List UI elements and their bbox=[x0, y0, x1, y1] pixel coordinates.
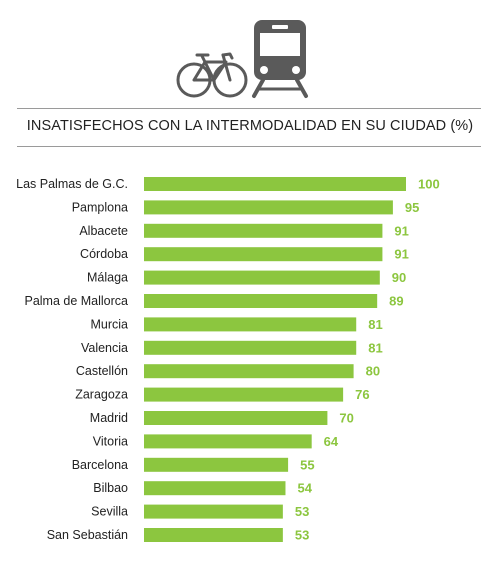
bar bbox=[144, 340, 357, 355]
category-label: Bilbao bbox=[93, 481, 128, 495]
value-label: 64 bbox=[324, 434, 339, 449]
bar bbox=[144, 364, 354, 379]
category-label: Las Palmas de G.C. bbox=[16, 177, 128, 191]
bar bbox=[144, 481, 286, 496]
category-label: Zaragoza bbox=[75, 388, 128, 402]
value-label: 95 bbox=[405, 200, 419, 215]
bar bbox=[144, 200, 393, 215]
value-label: 70 bbox=[339, 411, 353, 426]
category-label: Sevilla bbox=[91, 505, 128, 519]
bar bbox=[144, 177, 406, 191]
category-label: Córdoba bbox=[80, 247, 128, 261]
value-label: 55 bbox=[300, 457, 314, 472]
title-bottom-rule bbox=[17, 146, 481, 147]
value-label: 91 bbox=[394, 247, 408, 262]
bar bbox=[144, 411, 328, 425]
bar bbox=[144, 434, 312, 449]
bar bbox=[144, 317, 357, 332]
value-label: 91 bbox=[394, 223, 408, 238]
header-icons-svg bbox=[176, 20, 308, 98]
bar bbox=[144, 270, 380, 285]
category-label: Murcia bbox=[90, 317, 128, 331]
value-label: 80 bbox=[366, 364, 380, 379]
chart-title: INSATISFECHOS CON LA INTERMODALIDAD EN S… bbox=[26, 118, 474, 134]
category-label: Palma de Mallorca bbox=[24, 294, 128, 308]
bicycle-icon bbox=[176, 52, 248, 98]
category-label: Vitoria bbox=[93, 434, 128, 448]
category-label: Madrid bbox=[90, 411, 128, 425]
value-label: 90 bbox=[392, 270, 406, 285]
bar bbox=[144, 223, 383, 238]
bar bbox=[144, 528, 283, 542]
category-label: Castellón bbox=[76, 364, 128, 378]
value-label: 81 bbox=[368, 317, 382, 332]
value-label: 53 bbox=[295, 504, 309, 519]
category-label: San Sebastián bbox=[47, 528, 128, 542]
bar bbox=[144, 247, 383, 262]
value-label: 100 bbox=[418, 177, 440, 192]
value-label: 54 bbox=[297, 481, 312, 496]
bar bbox=[144, 457, 289, 472]
header-icons bbox=[0, 0, 500, 110]
bar bbox=[144, 504, 283, 519]
bar bbox=[144, 294, 378, 308]
category-label: Pamplona bbox=[72, 200, 128, 214]
category-label: Albacete bbox=[79, 224, 128, 238]
value-label: 76 bbox=[355, 387, 369, 402]
value-label: 81 bbox=[368, 340, 382, 355]
bar-chart: Las Palmas de G.C. 100 Pamplona 95 Albacete 9… bbox=[16, 177, 440, 543]
value-label: 53 bbox=[295, 528, 309, 543]
bar bbox=[144, 387, 344, 402]
category-label: Valencia bbox=[81, 341, 128, 355]
value-label: 89 bbox=[389, 294, 403, 309]
title-top-rule bbox=[17, 108, 481, 109]
train-icon bbox=[252, 20, 308, 98]
category-label: Málaga bbox=[87, 271, 128, 285]
category-label: Barcelona bbox=[72, 458, 128, 472]
